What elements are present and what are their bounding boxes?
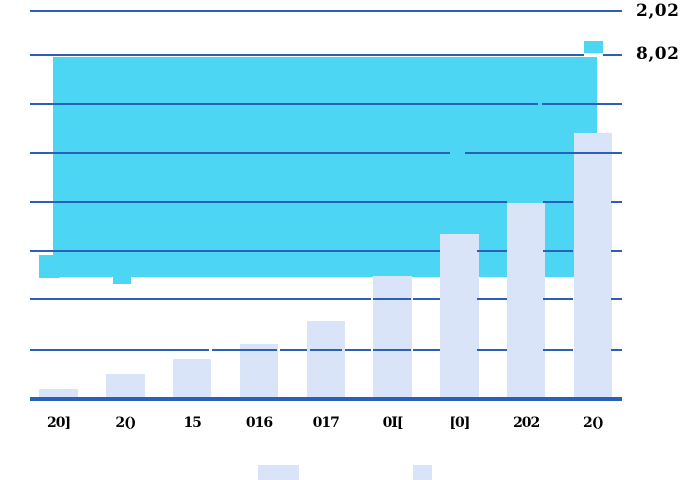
bar-2 — [106, 374, 145, 401]
right-axis-label-1: 2,02 — [636, 1, 680, 21]
gridline-segment-7 — [465, 152, 622, 154]
cyan-band-area — [53, 57, 597, 277]
gridline-segment-22 — [212, 349, 277, 351]
bar-7 — [440, 233, 479, 401]
legend-swatch-2 — [413, 465, 432, 480]
gridline-segment-4 — [30, 103, 538, 105]
bar-4 — [239, 343, 279, 401]
x-tick-label-3: 15 — [183, 415, 201, 431]
x-tick-label-4: 016 — [245, 415, 273, 431]
gridline-segment-23 — [280, 349, 307, 351]
gridline-segment-17 — [413, 298, 440, 300]
right-axis-label-2: 8,02 — [636, 44, 680, 64]
gridline-segment-2 — [30, 54, 584, 56]
gridline-segment-24 — [310, 349, 342, 351]
bar-3 — [172, 358, 212, 401]
band-marker-2 — [113, 267, 131, 284]
gridline-segment-16 — [373, 298, 411, 300]
x-tick-label-1: 20] — [47, 415, 71, 431]
gridline-segment-10 — [611, 201, 622, 203]
x-tick-label-6: 0I[ — [382, 415, 404, 431]
gridline-segment-14 — [611, 250, 622, 252]
band-marker-3 — [584, 41, 603, 53]
x-tick-label-8: 202 — [513, 415, 540, 431]
gridline-segment-12 — [477, 250, 507, 252]
gridline-segment-29 — [543, 349, 573, 351]
gridline-segment-28 — [477, 349, 507, 351]
gridline-segment-8 — [30, 201, 507, 203]
gridline-segment-25 — [345, 349, 371, 351]
x-axis-line — [30, 397, 622, 401]
gridline-segment-1 — [30, 10, 622, 12]
x-tick-label-5: 017 — [312, 415, 340, 431]
gridline-segment-11 — [30, 250, 440, 252]
bar-5 — [306, 321, 346, 401]
gridline-segment-27 — [413, 349, 440, 351]
gridline-segment-13 — [543, 250, 573, 252]
gridline-segment-30 — [611, 349, 622, 351]
gridline-segment-26 — [373, 349, 411, 351]
legend-swatch-1 — [258, 465, 299, 480]
gridline-segment-5 — [542, 103, 622, 105]
bar-6 — [373, 276, 412, 401]
x-tick-label-7: [0] — [449, 415, 470, 431]
gridline-segment-21 — [30, 349, 209, 351]
x-tick-label-9: 2() — [583, 415, 604, 431]
bar-9 — [573, 133, 613, 401]
gridline-segment-6 — [30, 152, 450, 154]
gridline-segment-3 — [603, 54, 622, 56]
gridline-segment-19 — [543, 298, 573, 300]
band-marker-1 — [39, 255, 60, 278]
gridline-segment-18 — [477, 298, 507, 300]
x-tick-label-2: 2() — [115, 415, 136, 431]
bar-8 — [506, 202, 546, 401]
gridline-segment-15 — [30, 298, 371, 300]
gridline-segment-20 — [611, 298, 622, 300]
gridline-segment-9 — [543, 201, 573, 203]
